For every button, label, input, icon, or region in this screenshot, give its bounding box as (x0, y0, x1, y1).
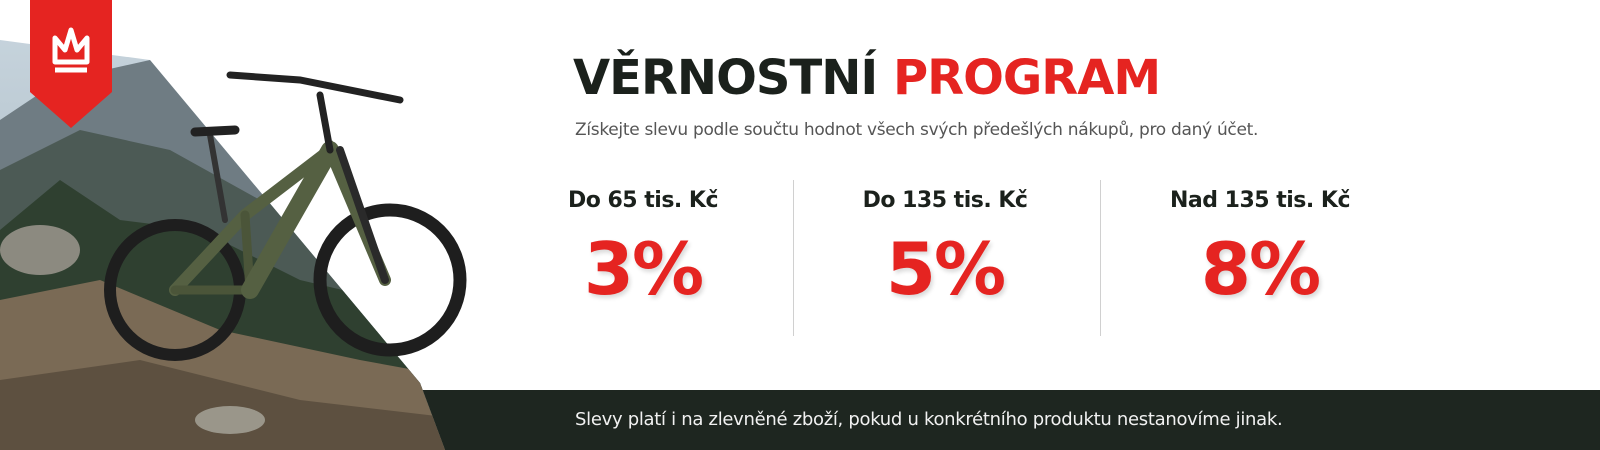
title: VĚRNOSTNÍ PROGRAM (573, 50, 1161, 106)
tier: Do 135 tis. Kč 5% (795, 188, 1095, 311)
tier-label: Do 135 tis. Kč (862, 188, 1028, 213)
divider (1100, 180, 1101, 336)
divider (793, 180, 794, 336)
title-highlight: PROGRAM (892, 50, 1161, 106)
tier-discount: 8% (1200, 227, 1321, 311)
crown-badge (30, 0, 112, 128)
footer-note: Slevy platí i na zlevněné zboží, pokud u… (575, 409, 1283, 430)
title-part: VĚRNOSTNÍ (573, 50, 878, 106)
tier: Nad 135 tis. Kč 8% (1110, 188, 1410, 311)
bike (104, 71, 467, 361)
tier: Do 65 tis. Kč 3% (493, 188, 793, 311)
hero-image (0, 0, 467, 450)
tier-label: Nad 135 tis. Kč (1169, 188, 1351, 213)
tier-discount: 3% (583, 227, 704, 311)
tier-discount: 5% (885, 227, 1006, 311)
tier-label: Do 65 tis. Kč (567, 188, 719, 213)
subtitle: Získejte slevu podle součtu hodnot všech… (575, 120, 1259, 140)
